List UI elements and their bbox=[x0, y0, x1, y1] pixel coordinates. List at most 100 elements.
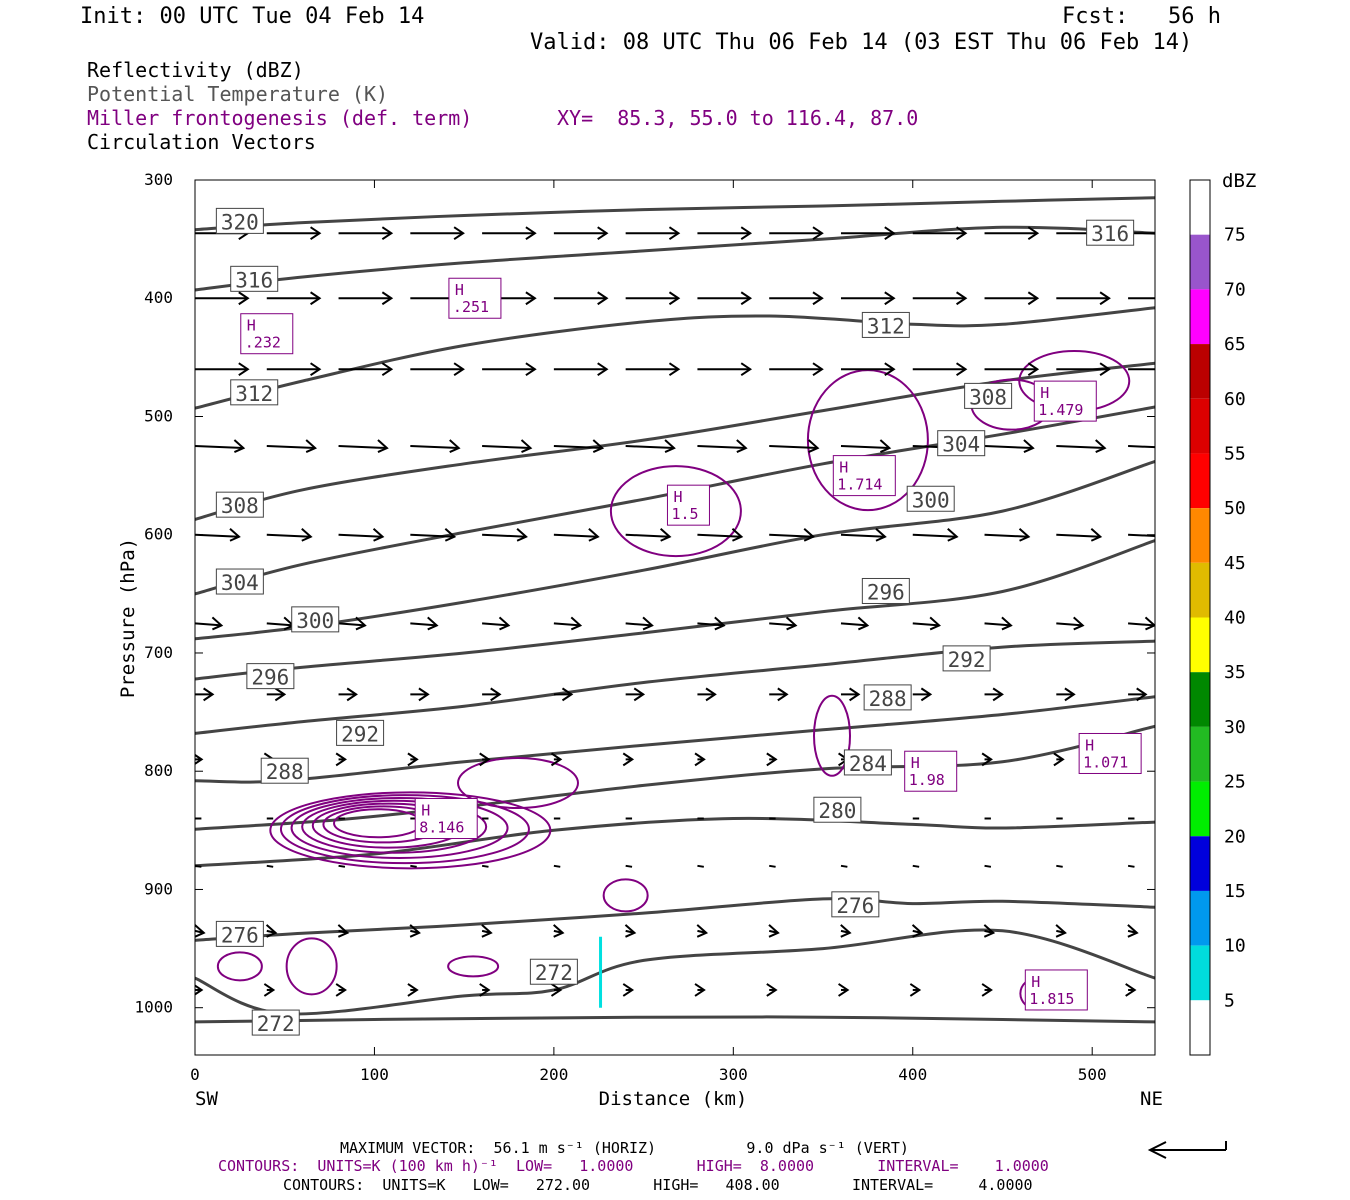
circulation-vector bbox=[553, 527, 600, 542]
theta-contour-280 bbox=[195, 816, 1155, 868]
theta-label-276: 276 bbox=[215, 920, 264, 947]
circulation-vector bbox=[769, 439, 820, 453]
frontogenesis-loop bbox=[269, 791, 552, 870]
circulation-vector bbox=[769, 864, 776, 868]
svg-text:288: 288 bbox=[869, 687, 907, 711]
circulation-vector bbox=[769, 616, 798, 631]
frontogenesis-loop bbox=[285, 937, 338, 996]
circulation-vector bbox=[335, 983, 347, 997]
circulation-vector bbox=[697, 687, 717, 702]
colorbar-tick-label: 55 bbox=[1224, 443, 1246, 464]
svg-text:276: 276 bbox=[221, 923, 259, 947]
circulation-vector bbox=[1127, 924, 1139, 938]
circulation-vector bbox=[482, 362, 537, 377]
frontogenesis-loop bbox=[813, 694, 852, 777]
circulation-vector bbox=[410, 362, 465, 377]
colorbar-swatch bbox=[1190, 562, 1210, 618]
theta-label-272: 272 bbox=[529, 958, 578, 985]
circulation-vector bbox=[840, 362, 896, 377]
circulation-vector bbox=[912, 226, 968, 241]
theta-label-320: 320 bbox=[215, 207, 264, 234]
svg-text:H: H bbox=[911, 754, 920, 772]
circulation-vector bbox=[482, 439, 533, 453]
footer-contours-theta: CONTOURS: UNITS=K LOW= 272.00 HIGH= 408.… bbox=[283, 1176, 1033, 1194]
circulation-vector bbox=[983, 924, 996, 938]
circulation-vector bbox=[697, 439, 748, 453]
circulation-vector bbox=[263, 983, 276, 997]
circulation-vector bbox=[981, 983, 993, 997]
circulation-vector bbox=[769, 687, 789, 702]
svg-text:272: 272 bbox=[257, 1012, 295, 1036]
circulation-vector bbox=[697, 616, 726, 631]
colorbar-swatch bbox=[1190, 508, 1210, 563]
circulation-vector bbox=[550, 752, 563, 767]
theta-contour-296 bbox=[195, 539, 1155, 681]
circulation-vector bbox=[266, 226, 322, 241]
svg-text:1.479: 1.479 bbox=[1038, 401, 1083, 419]
frontogenesis-max-label: H.232 bbox=[240, 313, 294, 355]
y-tick-label: 500 bbox=[144, 406, 173, 425]
svg-text:272: 272 bbox=[535, 961, 573, 985]
circulation-vector bbox=[697, 864, 704, 868]
circulation-vector bbox=[195, 362, 250, 377]
plot-frame bbox=[194, 179, 1156, 1056]
frontogenesis-loop bbox=[447, 955, 500, 978]
circulation-vector bbox=[697, 527, 744, 542]
circulation-vector bbox=[265, 924, 278, 938]
theta-contour-316 bbox=[195, 225, 1155, 292]
colorbar-swatch bbox=[1190, 617, 1210, 673]
circulation-vector bbox=[840, 291, 896, 306]
circulation-vector bbox=[266, 291, 322, 306]
circulation-vector bbox=[553, 687, 574, 702]
colorbar-tick-label: 5 bbox=[1224, 990, 1235, 1011]
circulation-vector bbox=[1053, 752, 1065, 767]
circulation-vector bbox=[195, 687, 215, 702]
theta-label-312: 312 bbox=[861, 311, 910, 338]
colorbar-tick-label: 20 bbox=[1224, 826, 1246, 847]
svg-text:H: H bbox=[247, 317, 256, 335]
svg-text:296: 296 bbox=[251, 666, 289, 690]
y-tick-label: 800 bbox=[144, 761, 173, 780]
circulation-vector bbox=[769, 527, 816, 542]
circulation-vector bbox=[338, 687, 358, 702]
y-tick-label: 1000 bbox=[134, 998, 173, 1017]
theta-label-316: 316 bbox=[230, 265, 279, 292]
circulation-vector bbox=[840, 924, 852, 938]
circulation-vector bbox=[195, 291, 250, 306]
theta-contour-276 bbox=[195, 897, 1155, 942]
x-tick-label: 200 bbox=[539, 1065, 568, 1084]
colorbar-tick-label: 75 bbox=[1224, 225, 1246, 246]
theta-label-288: 288 bbox=[260, 757, 309, 784]
circulation-vector bbox=[482, 527, 528, 542]
circulation-vector bbox=[335, 752, 347, 767]
circulation-vector bbox=[622, 983, 635, 997]
frontogenesis-loop bbox=[602, 878, 649, 913]
svg-text:.251: .251 bbox=[453, 298, 489, 316]
sw-end-label: SW bbox=[195, 1088, 218, 1110]
circulation-vector bbox=[553, 291, 609, 306]
circulation-vector bbox=[338, 291, 394, 306]
svg-text:H: H bbox=[421, 802, 430, 820]
circulation-vector bbox=[909, 983, 922, 997]
colorbar-swatch bbox=[1190, 726, 1210, 782]
colorbar-title: dBZ bbox=[1222, 170, 1256, 192]
circulation-vector bbox=[195, 616, 224, 631]
circulation-vector bbox=[195, 984, 204, 996]
theta-label-292: 292 bbox=[942, 645, 991, 672]
theta-contour-304 bbox=[195, 405, 1155, 596]
x-axis-label: Distance (km) bbox=[599, 1088, 748, 1110]
circulation-vector bbox=[625, 687, 646, 702]
theta-label-284: 284 bbox=[843, 749, 892, 776]
y-tick-label: 400 bbox=[144, 288, 173, 307]
svg-text:280: 280 bbox=[818, 799, 856, 823]
svg-text:1.815: 1.815 bbox=[1029, 990, 1074, 1008]
circulation-vector bbox=[766, 752, 778, 767]
circulation-vector bbox=[625, 616, 654, 631]
circulation-vector bbox=[409, 924, 421, 938]
colorbar-tick-label: 60 bbox=[1224, 389, 1246, 410]
circulation-vector bbox=[482, 687, 502, 702]
frontogenesis-max-label: H1.815 bbox=[1024, 969, 1088, 1011]
svg-text:320: 320 bbox=[221, 210, 259, 234]
colorbar-tick-label: 40 bbox=[1224, 608, 1246, 629]
colorbar-swatch bbox=[1190, 1000, 1210, 1055]
